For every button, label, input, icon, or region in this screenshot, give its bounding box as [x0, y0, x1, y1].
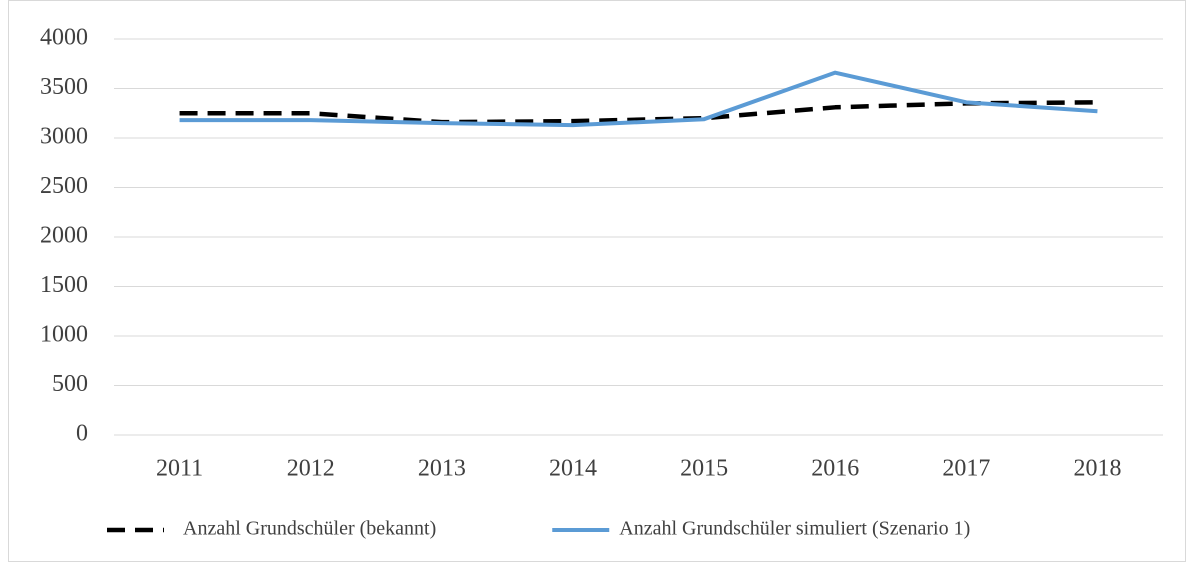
x-tick-label: 2015 — [680, 456, 728, 482]
y-tick-label: 4000 — [40, 25, 88, 51]
x-tick-label: 2013 — [418, 456, 466, 482]
y-tick-label: 0 — [76, 421, 88, 447]
x-tick-label: 2012 — [287, 456, 335, 482]
legend-label: Anzahl Grundschüler (bekannt) — [183, 518, 436, 540]
x-tick-label: 2018 — [1073, 456, 1121, 482]
x-tick-label: 2014 — [549, 456, 597, 482]
series-line — [179, 70, 1098, 128]
chart-border — [8, 0, 1186, 562]
x-tick-label: 2011 — [156, 456, 203, 482]
y-tick-label: 1000 — [40, 322, 88, 348]
y-tick-label: 3000 — [40, 124, 88, 150]
y-tick-label: 1500 — [40, 272, 88, 298]
x-tick-label: 2016 — [811, 456, 859, 482]
y-tick-label: 500 — [52, 371, 88, 397]
legend-label: Anzahl Grundschüler simuliert (Szenario … — [619, 518, 970, 540]
series-line — [179, 100, 1098, 125]
y-tick-label: 2500 — [40, 173, 88, 199]
y-tick-label: 3500 — [40, 74, 88, 100]
x-tick-label: 2017 — [942, 456, 990, 482]
y-tick-label: 2000 — [40, 223, 88, 249]
